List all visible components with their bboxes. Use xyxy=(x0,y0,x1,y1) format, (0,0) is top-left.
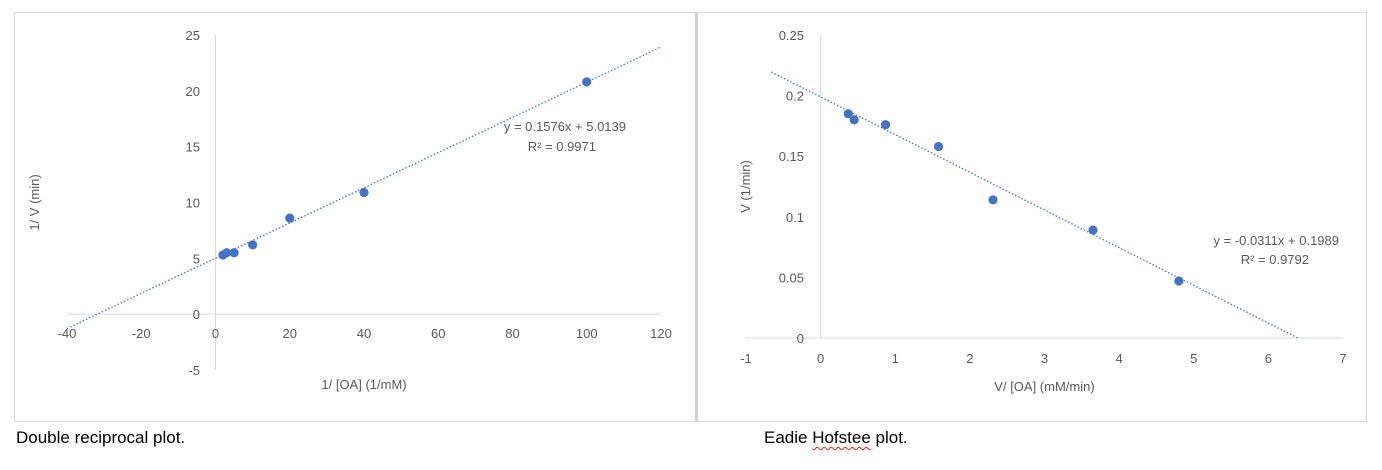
data-point xyxy=(880,120,891,130)
x-tick-label: 60 xyxy=(431,326,445,341)
y-tick-label: 0 xyxy=(193,307,200,322)
double-reciprocal-chart-frame: -40 -20 0 20 40 60 80 100 120 -5 0 5 10 15 20 25 1/ [OA]… xyxy=(14,12,697,422)
y-tick-label: 5 xyxy=(193,251,200,266)
x-tick-label: 0 xyxy=(817,351,824,366)
y-axis-title: V (1/min) xyxy=(738,160,753,213)
eadie-hofstee-chart-frame: -1 0 1 2 3 4 5 6 7 0 0.05 0.1 0.15 0.2 0.25 V/ [OA] (mM… xyxy=(697,12,1367,422)
data-point xyxy=(988,195,998,205)
x-axis-title: 1/ [OA] (1/mM) xyxy=(321,377,406,392)
trendline-r-squared: R² = 0.9792 xyxy=(1241,252,1309,267)
trendline xyxy=(66,46,662,330)
x-tick-label: 40 xyxy=(357,326,371,341)
data-point xyxy=(1088,225,1098,235)
eadie-hofstee-chart: -1 0 1 2 3 4 5 6 7 0 0.05 0.1 0.15 0.2 0.25 V/ [OA] (mM… xyxy=(738,28,1347,394)
double-reciprocal-chart: -40 -20 0 20 40 60 80 100 120 -5 0 5 10 15 20 25 1/ [OA]… xyxy=(27,28,672,392)
y-tick-label: 0.15 xyxy=(779,149,804,164)
x-tick-label: 4 xyxy=(1116,351,1123,366)
y-tick-label: 0.25 xyxy=(779,28,804,43)
trendline xyxy=(771,71,1299,339)
y-tick-label: 0.2 xyxy=(786,89,804,104)
spellcheck-marked-word[interactable]: Hofstee xyxy=(812,428,871,447)
x-tick-label: 1 xyxy=(892,351,899,366)
trendline-equation: y = 0.1576x + 5.0139 xyxy=(504,119,626,134)
x-tick-label: 5 xyxy=(1190,351,1197,366)
x-axis-title: V/ [OA] (mM/min) xyxy=(994,379,1094,394)
trendline-r-squared: R² = 0.9971 xyxy=(528,139,596,154)
y-axis-title: 1/ V (min) xyxy=(27,174,42,230)
x-tick-label: 3 xyxy=(1041,351,1048,366)
y-tick-label: 0.05 xyxy=(779,270,804,285)
data-point xyxy=(843,109,853,119)
data-point xyxy=(359,187,369,198)
x-tick-label: 100 xyxy=(576,326,598,341)
data-point xyxy=(229,248,239,258)
y-tick-label: -5 xyxy=(188,363,200,378)
y-tick-label: 15 xyxy=(186,140,200,155)
x-tick-label: -1 xyxy=(740,351,752,366)
x-tick-label: 6 xyxy=(1265,351,1272,366)
y-tick-label: 0.1 xyxy=(786,210,804,225)
data-point xyxy=(248,240,258,250)
x-tick-label: -40 xyxy=(58,326,77,341)
x-tick-label: 2 xyxy=(966,351,973,366)
y-tick-label: 20 xyxy=(186,84,200,99)
data-point xyxy=(582,77,592,87)
x-tick-label: 0 xyxy=(212,326,219,341)
data-point xyxy=(222,248,232,258)
caption-part: Eadie xyxy=(764,428,813,447)
caption-part: plot. xyxy=(870,428,908,447)
data-point xyxy=(1174,276,1184,286)
x-tick-label: 7 xyxy=(1339,351,1346,366)
y-tick-label: 25 xyxy=(186,28,200,43)
y-tick-label: 0 xyxy=(797,331,804,346)
y-tick-label: 10 xyxy=(186,196,200,211)
eadie-hofstee-caption: Eadie Hofstee plot. xyxy=(764,428,908,448)
x-tick-label: 80 xyxy=(505,326,519,341)
data-point xyxy=(933,141,944,152)
x-tick-label: 120 xyxy=(650,326,672,341)
data-point xyxy=(849,115,859,125)
double-reciprocal-caption: Double reciprocal plot. xyxy=(16,428,186,447)
x-tick-label: -20 xyxy=(132,326,151,341)
data-point xyxy=(285,213,295,223)
trendline-equation: y = -0.0311x + 0.1989 xyxy=(1213,233,1339,248)
x-tick-label: 20 xyxy=(283,326,297,341)
